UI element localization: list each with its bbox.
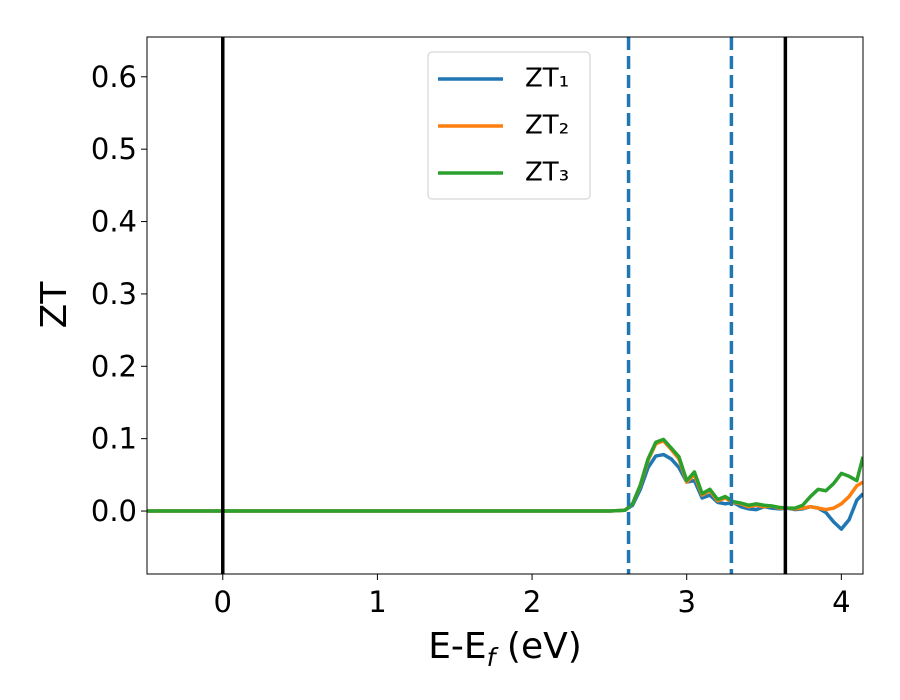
- y-tick-label: 0.1: [91, 422, 137, 456]
- x-axis-label: E-Ef (eV): [428, 626, 582, 672]
- axes-frame: [146, 36, 864, 575]
- y-tick-label: 0.3: [91, 277, 137, 311]
- series-line: [147, 437, 863, 513]
- legend-box: [427, 51, 591, 200]
- y-tick-label: 0.6: [91, 60, 137, 94]
- x-label-part: (eV): [495, 626, 581, 667]
- y-tick-label: 0.0: [91, 494, 137, 528]
- x-tick-label: 1: [368, 585, 386, 619]
- x-tick-label: 4: [832, 585, 850, 619]
- legend-label: ZT₂: [525, 111, 569, 141]
- x-tick-label: 0: [214, 585, 232, 619]
- y-tick-label: 0.2: [91, 349, 137, 383]
- legend-label: ZT₃: [525, 158, 569, 188]
- x-tick-label: 3: [677, 585, 695, 619]
- y-tick-label: 0.4: [91, 205, 137, 239]
- series-line: [147, 439, 863, 513]
- series-line: [147, 452, 863, 531]
- y-tick-label: 0.5: [91, 132, 137, 166]
- legend: ZT₁ ZT₂ ZT₃: [427, 51, 591, 200]
- x-label-part: E-E: [428, 626, 486, 667]
- plot-area: [147, 37, 863, 574]
- legend-label: ZT₁: [525, 64, 569, 94]
- x-tick-label: 2: [523, 585, 541, 619]
- y-axis-label: ZT: [34, 281, 75, 329]
